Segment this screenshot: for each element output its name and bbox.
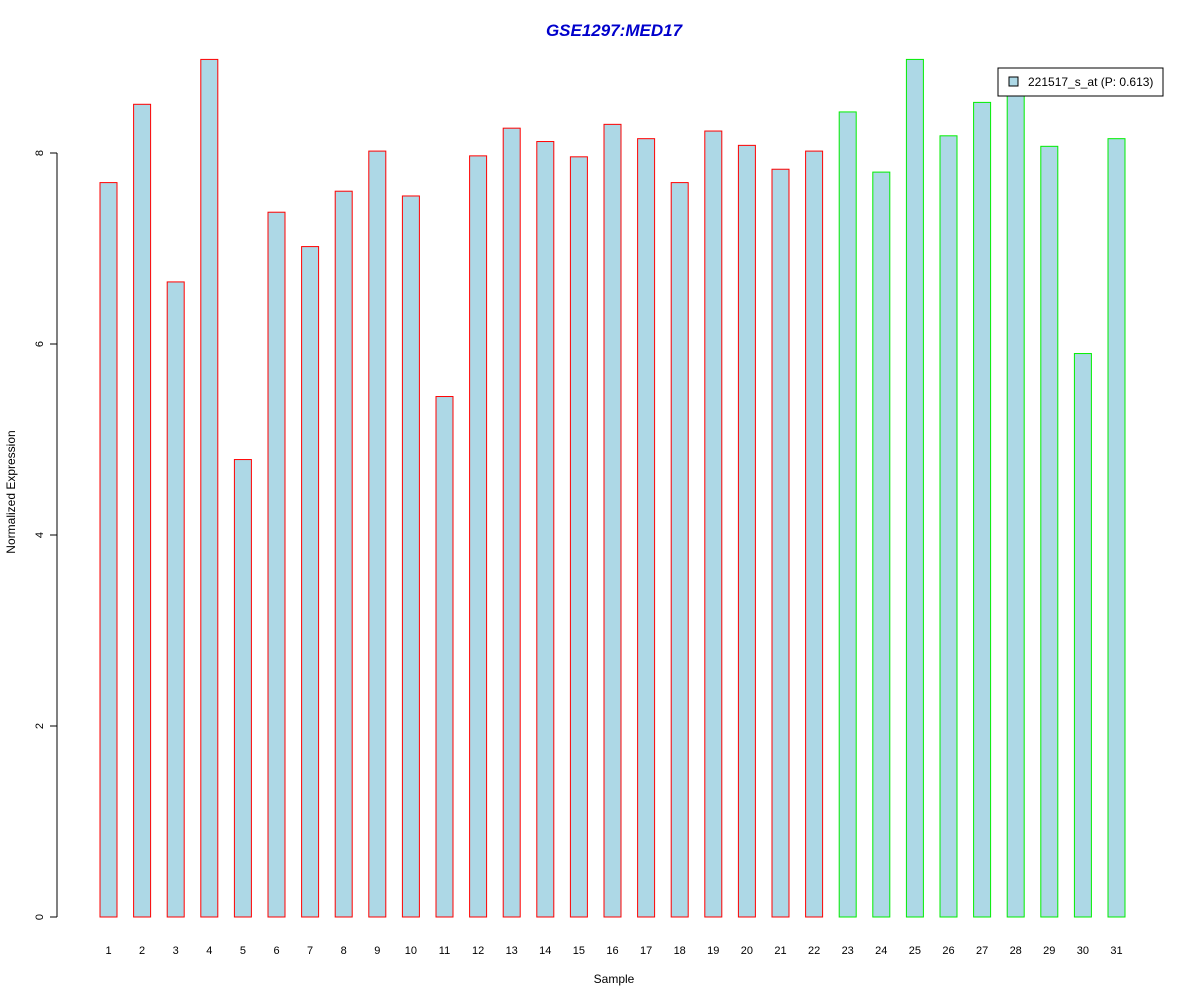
bar-sample-27 bbox=[973, 101, 992, 918]
x-tick-label: 18 bbox=[674, 945, 686, 957]
bar-sample-30 bbox=[1073, 353, 1092, 918]
x-axis-title: Sample bbox=[594, 972, 635, 986]
y-axis: 0 2 4 6 8 bbox=[34, 150, 58, 920]
x-tick-label: 11 bbox=[439, 945, 450, 957]
x-tick-label: 6 bbox=[273, 945, 279, 957]
bar-sample-24 bbox=[872, 171, 891, 918]
bar-sample-13 bbox=[502, 127, 521, 918]
bar-sample-26 bbox=[939, 135, 958, 918]
x-tick-label: 8 bbox=[341, 945, 347, 957]
x-tick-label: 19 bbox=[707, 945, 719, 957]
y-axis-title: Normalized Expression bbox=[4, 430, 18, 553]
bar-sample-1 bbox=[99, 182, 118, 918]
bar-sample-11 bbox=[435, 396, 454, 918]
bar-sample-20 bbox=[737, 144, 756, 918]
chart-title: GSE1297:MED17 bbox=[546, 21, 684, 40]
x-tick-label: 20 bbox=[741, 945, 753, 957]
x-tick-label: 12 bbox=[472, 945, 484, 957]
bar-sample-7 bbox=[301, 246, 320, 918]
bar-sample-15 bbox=[569, 156, 588, 918]
x-tick-label: 23 bbox=[842, 945, 854, 957]
x-tick-label: 22 bbox=[808, 945, 820, 957]
x-tick-label: 25 bbox=[909, 945, 921, 957]
x-tick-label: 21 bbox=[774, 945, 786, 957]
y-tick-label: 8 bbox=[34, 150, 46, 156]
bar-sample-18 bbox=[670, 182, 689, 918]
bar-sample-5 bbox=[233, 459, 252, 918]
x-tick-label: 17 bbox=[640, 945, 652, 957]
bar-sample-28 bbox=[1006, 95, 1025, 918]
x-tick-label: 31 bbox=[1110, 945, 1122, 957]
bar-sample-6 bbox=[267, 211, 286, 918]
bar-sample-10 bbox=[401, 195, 420, 918]
x-tick-label: 26 bbox=[942, 945, 954, 957]
bar-sample-16 bbox=[603, 123, 622, 918]
bar-sample-23 bbox=[838, 111, 857, 918]
x-tick-label: 15 bbox=[573, 945, 585, 957]
bar-sample-21 bbox=[771, 168, 790, 918]
bar-sample-2 bbox=[133, 103, 152, 918]
x-tick-label: 10 bbox=[405, 945, 417, 957]
legend: 221517_s_at (P: 0.613) bbox=[997, 67, 1164, 97]
x-tick-label: 1 bbox=[105, 945, 111, 957]
x-tick-label: 5 bbox=[240, 945, 246, 957]
bar-sample-19 bbox=[704, 130, 723, 918]
x-tick-label: 14 bbox=[539, 945, 551, 957]
bar-sample-31 bbox=[1107, 138, 1126, 918]
bar-sample-4 bbox=[200, 58, 219, 918]
x-tick-label: 7 bbox=[307, 945, 313, 957]
x-tick-label: 4 bbox=[206, 945, 212, 957]
bar-sample-8 bbox=[334, 190, 353, 918]
x-tick-label: 16 bbox=[606, 945, 618, 957]
bar-sample-3 bbox=[166, 281, 185, 918]
x-tick-label: 28 bbox=[1010, 945, 1022, 957]
bar-sample-12 bbox=[469, 155, 488, 918]
x-tick-label: 30 bbox=[1077, 945, 1089, 957]
bar-sample-14 bbox=[536, 141, 555, 918]
bar-sample-17 bbox=[637, 138, 656, 918]
x-tick-label: 13 bbox=[506, 945, 518, 957]
x-tick-label: 24 bbox=[875, 945, 887, 957]
x-tick-label: 27 bbox=[976, 945, 988, 957]
bar-sample-25 bbox=[905, 58, 924, 918]
bar-sample-22 bbox=[805, 150, 824, 918]
y-tick-label: 0 bbox=[34, 914, 46, 920]
x-tick-label: 29 bbox=[1043, 945, 1055, 957]
bar-sample-9 bbox=[368, 150, 387, 918]
x-tick-label: 2 bbox=[139, 945, 145, 957]
y-tick-label: 6 bbox=[34, 341, 46, 347]
bars-group bbox=[99, 58, 1126, 918]
x-tick-labels: 1 2 3 4 5 6 7 8 9 10 11 12 13 14 15 16 17 18 19 20 21 22 23 24 2… bbox=[105, 945, 1122, 957]
legend-label: 221517_s_at (P: 0.613) bbox=[1028, 75, 1153, 89]
x-tick-label: 9 bbox=[374, 945, 380, 957]
y-tick-label: 2 bbox=[34, 723, 46, 729]
bar-sample-29 bbox=[1040, 145, 1059, 918]
legend-swatch bbox=[1008, 76, 1019, 87]
legend-box bbox=[997, 67, 1164, 97]
x-tick-label: 3 bbox=[173, 945, 179, 957]
y-tick-label: 4 bbox=[34, 532, 46, 538]
